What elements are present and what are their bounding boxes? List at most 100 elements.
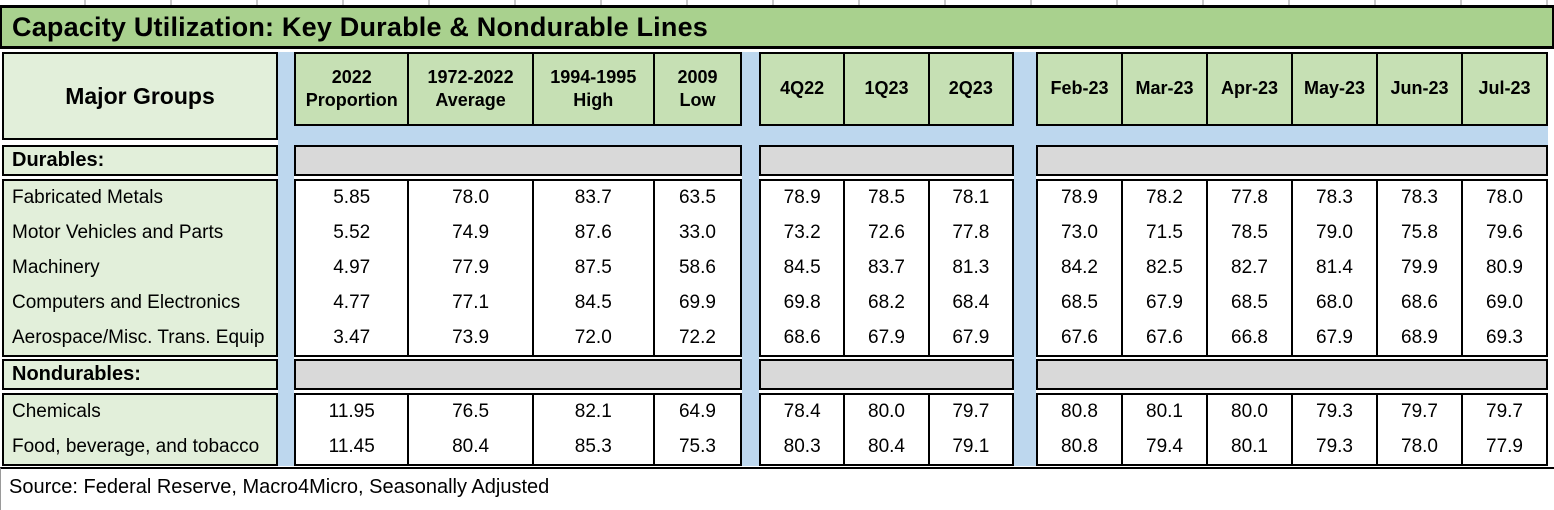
value-cell: 11.45 — [328, 435, 375, 457]
value-cell: 80.3 — [783, 435, 821, 457]
value-cell: 83.7 — [574, 187, 612, 209]
column-header: 4Q22 — [780, 78, 825, 99]
value-cell: 4.77 — [333, 291, 371, 313]
value-cell: 79.0 — [1316, 222, 1353, 244]
value-cell: 67.9 — [868, 326, 905, 348]
value-column: 83.7 87.6 87.5 84.5 72.0 — [531, 181, 653, 355]
value-cell: 80.0 — [1231, 401, 1268, 423]
data-block: 80.8 80.8 80.1 79.4 80.0 80.1 79.3 79.3 79.7 78.0… — [1036, 393, 1548, 466]
value-cell: 82.5 — [1146, 256, 1183, 278]
value-cell: 64.9 — [678, 401, 716, 423]
value-column: 79.3 79.3 — [1291, 395, 1376, 464]
value-cell: 80.0 — [868, 401, 905, 423]
value-column: 78.1 77.8 81.3 68.4 67.9 — [927, 181, 1012, 355]
value-cell: 83.7 — [868, 256, 905, 278]
section-band — [1036, 359, 1548, 390]
column-header: Mar-23 — [1121, 54, 1206, 124]
title-bar: Capacity Utilization: Key Durable & Nond… — [0, 5, 1554, 49]
value-column: 78.2 71.5 82.5 67.9 67.6 — [1121, 181, 1206, 355]
section-label: Durables: — [2, 145, 278, 176]
value-cell: 81.4 — [1316, 256, 1353, 278]
value-cell: 78.9 — [783, 187, 821, 209]
value-cell: 79.1 — [952, 435, 990, 457]
value-cell: 68.4 — [952, 291, 990, 313]
value-cell: 71.5 — [1146, 222, 1183, 244]
source-note: Source: Federal Reserve, Macro4Micro, Se… — [9, 476, 550, 498]
value-cell: 79.6 — [1486, 222, 1523, 244]
spreadsheet-gridline-strip — [0, 0, 1554, 5]
value-cell: 82.7 — [1231, 256, 1268, 278]
value-cell: 81.3 — [952, 256, 990, 278]
value-cell: 79.4 — [1146, 435, 1183, 457]
value-cell: 84.5 — [783, 256, 821, 278]
data-block: 5.85 5.52 4.97 4.77 3.47 78.0 74.9 77.9 77.1 73.9… — [294, 179, 742, 357]
value-cell: 33.0 — [678, 222, 716, 244]
column-header: Apr-23 — [1206, 54, 1291, 124]
value-cell: 79.7 — [1401, 401, 1438, 423]
row-label: Fabricated Metals — [12, 187, 164, 209]
value-cell: 79.9 — [1401, 256, 1438, 278]
value-cell: 72.2 — [678, 326, 716, 348]
value-column: 78.9 73.0 84.2 68.5 67.6 — [1038, 181, 1121, 355]
value-cell: 73.9 — [452, 326, 490, 348]
value-column: 78.9 73.2 84.5 69.8 68.6 — [761, 181, 843, 355]
value-cell: 69.9 — [678, 291, 716, 313]
page-title: Capacity Utilization: Key Durable & Nond… — [12, 11, 709, 42]
value-cell: 77.9 — [1486, 435, 1523, 457]
value-column: 80.1 79.4 — [1121, 395, 1206, 464]
column-header: 2022 Proportion — [305, 66, 398, 110]
value-cell: 80.4 — [452, 435, 490, 457]
separator-band-vertical-3 — [1014, 52, 1036, 466]
value-cell: 3.47 — [333, 326, 371, 348]
value-cell: 73.0 — [1061, 222, 1098, 244]
value-column: 11.95 11.45 — [296, 395, 407, 464]
section-band — [294, 359, 742, 390]
value-cell: 68.9 — [1401, 326, 1438, 348]
value-cell: 79.3 — [1316, 435, 1353, 457]
section-label: Nondurables: — [2, 359, 278, 390]
value-cell: 72.6 — [868, 222, 905, 244]
value-column: 76.5 80.4 — [407, 395, 531, 464]
value-cell: 78.3 — [1401, 187, 1438, 209]
value-column: 79.7 79.1 — [927, 395, 1012, 464]
value-cell: 73.2 — [783, 222, 821, 244]
value-column: 78.4 80.3 — [761, 395, 843, 464]
value-cell: 75.8 — [1401, 222, 1438, 244]
value-cell: 85.3 — [574, 435, 612, 457]
major-groups-header: Major Groups — [2, 52, 278, 140]
value-cell: 5.52 — [333, 222, 371, 244]
value-column: 80.0 80.1 — [1206, 395, 1291, 464]
value-cell: 68.5 — [1061, 291, 1098, 313]
value-cell: 80.4 — [868, 435, 905, 457]
column-header: 2Q23 — [927, 54, 1012, 124]
value-column: 82.1 85.3 — [531, 395, 653, 464]
data-block: 11.95 11.45 76.5 80.4 82.1 85.3 64.9 75.3 — [294, 393, 742, 466]
row-label: Computers and Electronics — [12, 291, 241, 313]
column-header: 1994-1995 High — [531, 54, 653, 124]
row-labels-block: Chemicals Food, beverage, and tobacco — [2, 393, 278, 466]
value-cell: 68.6 — [1401, 291, 1438, 313]
column-header: Feb-23 — [1050, 78, 1109, 99]
value-cell: 82.1 — [574, 401, 612, 423]
value-cell: 78.1 — [952, 187, 990, 209]
value-cell: 87.5 — [574, 256, 612, 278]
value-cell: 67.6 — [1061, 326, 1098, 348]
value-cell: 69.8 — [783, 291, 821, 313]
source-note-bar: Source: Federal Reserve, Macro4Micro, Se… — [0, 467, 1554, 510]
column-header: Jul-23 — [1461, 54, 1546, 124]
column-header: 2009 Low — [652, 54, 740, 124]
value-column: 79.7 78.0 — [1376, 395, 1461, 464]
value-column: 80.8 80.8 — [1038, 395, 1121, 464]
value-cell: 69.3 — [1486, 326, 1523, 348]
value-column: 5.85 5.52 4.97 4.77 3.47 — [296, 181, 407, 355]
value-cell: 58.6 — [678, 256, 716, 278]
data-block: 78.9 73.0 84.2 68.5 67.6 78.2 71.5 82.5 67.9 67.6… — [1036, 179, 1548, 357]
value-cell: 5.85 — [333, 187, 371, 209]
column-group-header-row: Feb-23 Mar-23 Apr-23 May-23 Jun-23 Jul-23 — [1036, 52, 1548, 126]
value-cell: 80.1 — [1146, 401, 1183, 423]
value-cell: 68.5 — [1231, 291, 1268, 313]
section-band — [1036, 145, 1548, 176]
value-cell: 67.6 — [1146, 326, 1183, 348]
value-cell: 80.9 — [1486, 256, 1523, 278]
value-column: 78.0 74.9 77.9 77.1 73.9 — [407, 181, 531, 355]
